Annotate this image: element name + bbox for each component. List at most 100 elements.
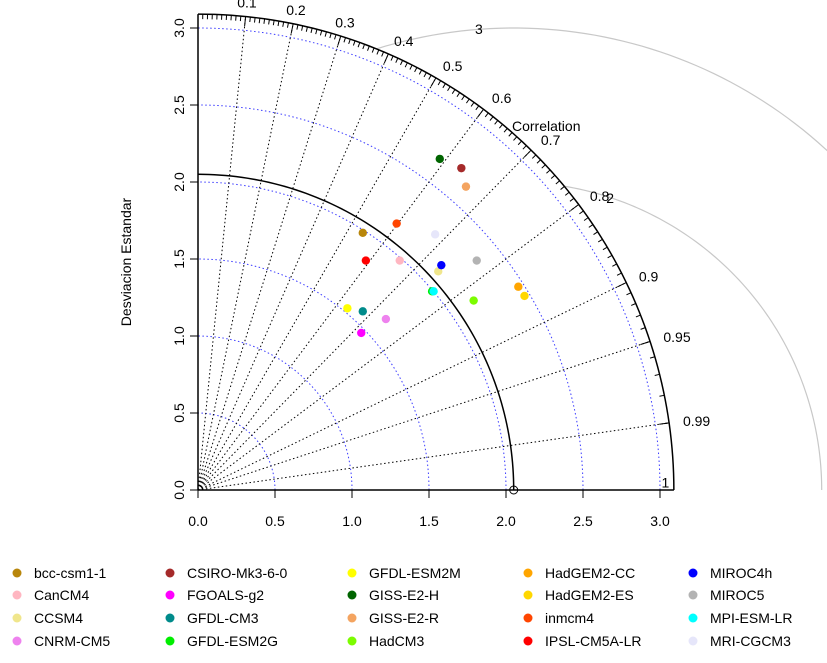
correlation-tick: [334, 34, 337, 40]
correlation-ray: [197, 23, 294, 491]
legend-marker: [12, 590, 22, 600]
legend-label: CanCM4: [34, 587, 89, 603]
correlation-tick: [319, 30, 323, 36]
correlation-tick-label: 0.9: [639, 268, 659, 284]
y-tick-label: 1.0: [171, 326, 187, 346]
correlation-tick: [555, 180, 560, 185]
y-tick-label: 2.5: [171, 95, 187, 115]
legend-marker: [12, 636, 22, 646]
data-point: [395, 256, 404, 265]
data-point: [457, 163, 466, 173]
correlation-tick: [616, 272, 622, 276]
sd-gridline: [197, 335, 353, 491]
legend-marker: [347, 568, 357, 578]
correlation-tick: [290, 23, 294, 34]
rms-contour-label: 2: [606, 190, 614, 206]
correlation-tick: [348, 39, 351, 45]
correlation-tick: [602, 246, 608, 251]
sd-gridline: [197, 412, 276, 491]
legend-label: HadGEM2-CC: [545, 565, 635, 581]
legend-marker: [523, 636, 533, 646]
correlation-tick: [423, 72, 427, 78]
correlation-tick: [465, 98, 470, 104]
correlation-tick: [362, 44, 366, 50]
correlation-tick: [560, 185, 565, 190]
grid-layer: [197, 16, 827, 491]
correlation-tick: [329, 33, 332, 39]
legend-label: MIROC4h: [710, 565, 772, 581]
correlation-tick: [541, 164, 546, 169]
correlation-tick-label: 0.7: [541, 132, 561, 148]
correlation-tick: [607, 254, 613, 259]
correlation-tick: [517, 140, 522, 146]
legend-label: GISS-E2-H: [369, 587, 439, 603]
legend-marker: [12, 613, 22, 623]
correlation-tick: [286, 22, 289, 28]
correlation-tick: [315, 29, 318, 35]
correlation-tick: [390, 55, 394, 61]
x-tick-label: 2.5: [573, 513, 593, 529]
x-tick-label: 0.5: [265, 513, 285, 529]
legend-label: MPI-ESM-LR: [710, 610, 792, 626]
correlation-ray: [197, 204, 579, 491]
correlation-tick: [324, 31, 327, 37]
correlation-tick-label: 0.1: [237, 0, 257, 11]
correlation-tick: [494, 120, 499, 125]
correlation-tick: [371, 47, 375, 53]
correlation-tick: [470, 102, 475, 107]
data-point: [361, 256, 371, 265]
correlation-tick: [258, 18, 261, 24]
correlation-tick: [383, 53, 389, 64]
data-point: [358, 228, 367, 238]
legend-marker: [165, 636, 175, 646]
correlation-tick: [649, 356, 655, 359]
correlation-tick: [418, 69, 423, 75]
legend-label: FGOALS-g2: [187, 587, 264, 603]
y-tick-label: 0.5: [171, 403, 187, 423]
legend-label: CSIRO-Mk3-6-0: [187, 565, 288, 581]
reference-sd-arc: [197, 173, 515, 491]
correlation-ray: [197, 16, 247, 491]
data-point: [472, 256, 481, 265]
correlation-tick-label: 0.6: [492, 90, 512, 106]
data-point: [520, 291, 529, 301]
correlation-tick: [569, 197, 575, 202]
correlation-tick: [503, 128, 508, 133]
correlation-tick: [352, 40, 356, 46]
correlation-tick: [263, 18, 266, 24]
legend: bcc-csm1-1 CanCM4 CCSM4 CNRM-CM5 CSIRO-Mk3-6…: [12, 565, 792, 649]
legend-marker: [165, 613, 175, 623]
correlation-ray: [197, 77, 437, 491]
correlation-tick: [447, 86, 451, 91]
legend-label: GFDL-ESM2M: [369, 565, 461, 581]
y-tick-label: 0.0: [171, 480, 187, 500]
x-tick-label: 1.5: [419, 513, 439, 529]
legend-marker: [688, 568, 698, 578]
correlation-tick: [456, 92, 461, 98]
outer-arc: [197, 13, 675, 491]
correlation-tick: [640, 327, 646, 330]
correlation-tick: [475, 105, 480, 111]
correlation-ray: [197, 422, 670, 491]
sd-gridline: [197, 258, 430, 491]
correlation-tick: [597, 238, 603, 243]
correlation-tick-label: 0.5: [443, 58, 463, 74]
labels-layer: Desviacion Estandar Correlation 1 2 3 0.1 0.…: [118, 0, 710, 529]
correlation-tick: [546, 169, 551, 174]
correlation-tick: [367, 45, 370, 51]
sd-gridline: [197, 181, 507, 491]
legend-marker: [347, 590, 357, 600]
rms-contour-label: 3: [475, 21, 483, 37]
y-tick-label: 1.5: [171, 249, 187, 269]
axes-layer: [190, 13, 675, 498]
correlation-tick: [244, 16, 247, 27]
correlation-ray: [197, 109, 484, 491]
legend-marker: [688, 590, 698, 600]
correlation-tick: [254, 17, 256, 23]
correlation-tick: [381, 51, 385, 57]
correlation-tick: [357, 42, 361, 48]
legend-marker: [12, 568, 22, 578]
correlation-tick: [659, 394, 665, 397]
legend-marker: [688, 613, 698, 623]
